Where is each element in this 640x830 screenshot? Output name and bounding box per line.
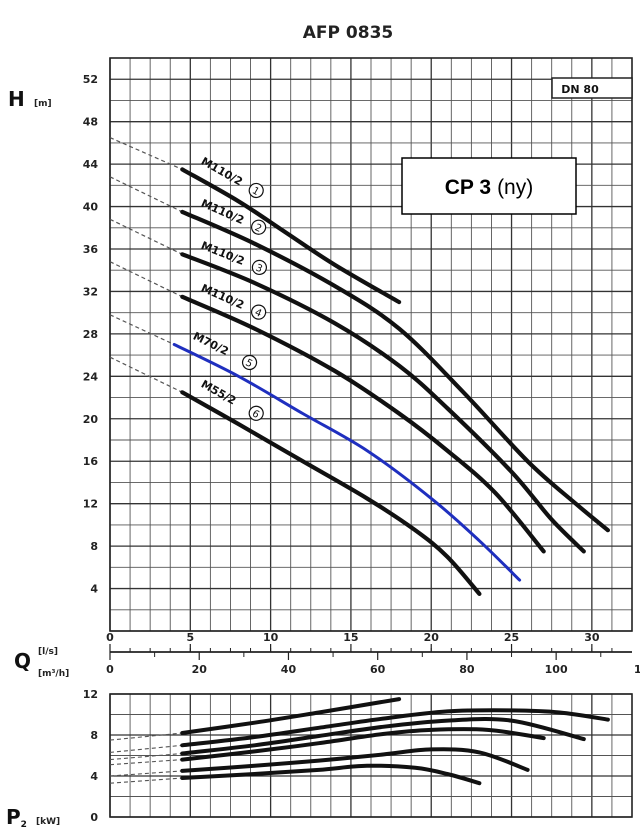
extrapolation-line [109,314,175,346]
dn-badge-box [551,77,633,99]
head-curve-1 [180,167,402,305]
extrapolation-line [109,176,183,213]
curve-marker-circle [241,354,258,371]
curve-marker-circle [248,405,264,421]
y-tick-label: 36 [83,243,99,256]
power-curve-4 [180,727,546,762]
p-letter: P [6,805,21,829]
q-tick-label-m3h: 60 [370,663,386,676]
curve-marker-circle [251,259,267,276]
q-tick-label-m3h: 100 [545,663,568,676]
q-tick-label-m3h: 0 [106,663,114,676]
q-tick-label-ls: 5 [186,631,194,644]
y-tick-label: 16 [83,455,99,468]
y-axis-label-h: H [8,87,25,111]
curve-label-group: M55/26 [199,378,264,421]
curve-label-group: M70/25 [191,330,258,371]
curve-marker-number: 3 [254,263,264,276]
q-tick-label-m3h: 80 [459,663,475,676]
power-extrapolation-lines [109,732,183,784]
y-tick-label: 32 [83,285,98,298]
curve-marker-number: 4 [253,307,263,320]
q-tick-label-m3h: 120 [634,663,640,676]
power-curve-5 [180,747,530,773]
power-curve-1 [180,697,402,735]
power-curve-3 [180,717,586,756]
head-curve-4 [180,294,546,554]
head-curves [172,167,610,596]
q-axes: 0 5 10 15 20 25 30 0 20 40 60 80 100 120 [106,631,640,676]
x-axis-label-q: Q [14,649,31,673]
power-y-tick-label: 4 [90,770,98,783]
y-tick-label: 20 [83,413,99,426]
curve-marker-circle [248,182,264,199]
q-tick-label-ls: 0 [106,631,114,644]
q-tick-label-m3h: 20 [192,663,208,676]
power-extrapolation-line [109,732,183,741]
head-extrapolation-lines [109,137,183,393]
q-tick-label-ls: 25 [504,631,519,644]
head-curve-6 [180,390,482,596]
y-tick-label: 12 [83,498,98,511]
extrapolation-line [109,261,183,298]
x-axis-unit-m3h: [m³/h] [38,669,69,679]
chart-title: AFP 0835 [303,23,393,43]
y-axis-unit-p: [kW] [36,817,60,827]
power-curves [180,697,610,786]
extrapolation-line [109,137,183,170]
q-tick-label-ls: 10 [263,631,279,644]
curve-marker-number: 2 [253,222,263,235]
plot-frame [109,693,633,818]
y-tick-label: 24 [83,370,99,383]
curve-marker-circle [251,304,267,320]
callout-box [401,157,577,215]
curve-marker-number: 1 [250,185,261,198]
power-curve-6 [180,763,482,786]
curve-label-group: M110/21 [199,155,264,199]
callout-bold: CP 3 [445,176,491,199]
curve-marker-circle [251,219,267,235]
power-y-tick-labels: 0 4 8 12 [83,688,99,824]
extrapolation-line [109,218,183,255]
curve-label-group: M110/22 [199,197,267,235]
curve-label-group: M110/24 [199,282,267,320]
power-extrapolation-line [109,777,183,784]
power-extrapolation-line [109,752,183,761]
curve-marker-number: 6 [250,408,261,421]
y-tick-label: 48 [83,116,98,129]
head-curve-3 [180,252,586,554]
y-axis-label-p: P2 [6,805,27,830]
y-tick-label: 28 [83,328,98,341]
curve-marker-number: 5 [244,357,255,370]
extrapolation-line [109,356,183,393]
x-axis-unit-ls: [l/s] [38,647,58,657]
y-axis-unit-h: [m] [34,99,52,109]
p-subscript: 2 [21,820,27,830]
q-tick-label-ls: 15 [343,631,358,644]
y-tick-label: 52 [83,73,98,86]
dn-badge: DN 80 [561,83,599,96]
head-grid [109,57,633,632]
head-curve-5 [172,343,522,582]
q-tick-label-ls: 20 [424,631,440,644]
power-y-tick-label: 8 [90,729,98,742]
plot-frame [109,57,633,632]
callout: CP 3 (ny) [445,176,533,199]
callout-normal: (ny) [497,176,533,199]
y-tick-label: 40 [83,201,99,214]
q-tick-label-ls: 30 [584,631,600,644]
y-tick-label: 8 [90,540,98,553]
power-extrapolation-line [109,759,183,766]
power-extrapolation-line [109,744,183,753]
power-extrapolation-line [109,770,183,777]
power-y-tick-label: 12 [83,688,98,701]
power-y-tick-label: 0 [90,811,98,824]
head-curve-2 [180,209,610,533]
y-tick-label: 44 [83,158,99,171]
q-tick-label-m3h: 40 [281,663,297,676]
power-curve-2 [180,708,610,748]
y-tick-label: 4 [90,583,98,596]
